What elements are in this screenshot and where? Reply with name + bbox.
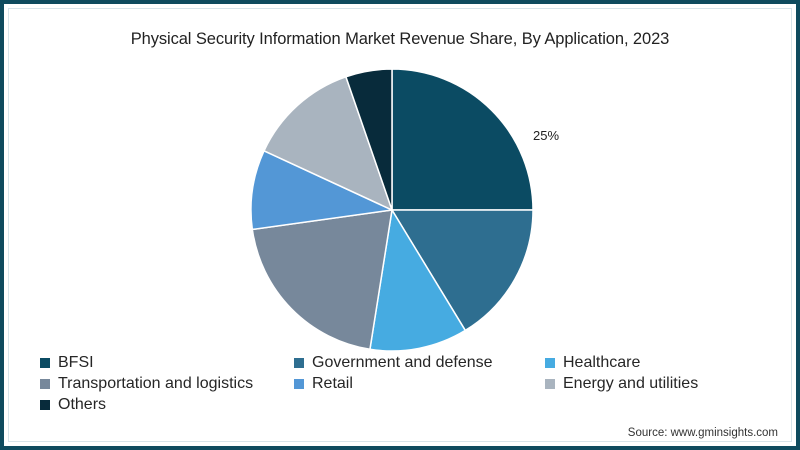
legend-swatch-energy — [545, 379, 555, 389]
legend-item-healthcare[interactable]: Healthcare — [545, 354, 640, 372]
legend-swatch-transportation — [40, 379, 50, 389]
pie-slice-transportation-and-logistics[interactable] — [251, 209, 393, 351]
legend-label: Transportation and logistics — [58, 375, 254, 392]
pie-slice-energy-and-utilities[interactable] — [263, 76, 393, 211]
legend-label: BFSI — [58, 354, 94, 371]
legend-label: Retail — [312, 375, 353, 392]
legend-item-energy[interactable]: Energy and utilities — [545, 375, 698, 393]
legend-swatch-healthcare — [545, 358, 555, 368]
legend-swatch-others — [40, 400, 50, 410]
legend-item-government[interactable]: Government and defense — [294, 354, 493, 372]
legend-label: Energy and utilities — [563, 375, 699, 392]
legend-label: Others — [58, 396, 107, 413]
source-credit: Source: www.gminsights.com — [627, 427, 778, 439]
legend-swatch-government — [294, 358, 304, 368]
legend-swatch-retail — [294, 379, 304, 389]
pie-slice-bfsi[interactable] — [391, 68, 534, 211]
legend-item-bfsi[interactable]: BFSI — [40, 354, 94, 372]
pie-slice-government-and-defense[interactable] — [391, 209, 534, 332]
pie-slice-others[interactable] — [345, 68, 393, 211]
chart-title: Physical Security Information Market Rev… — [130, 30, 670, 48]
bfsi-data-label: 25% — [533, 128, 560, 143]
legend-label: Healthcare — [563, 354, 641, 371]
legend-item-retail[interactable]: Retail — [294, 375, 353, 393]
legend-item-transportation[interactable]: Transportation and logistics — [40, 375, 253, 393]
legend-label: Government and defense — [312, 354, 493, 371]
legend-swatch-bfsi — [40, 358, 50, 368]
pie-slice-retail[interactable] — [250, 150, 393, 231]
pie-slice-healthcare[interactable] — [369, 209, 467, 352]
legend-item-others[interactable]: Others — [40, 396, 106, 414]
